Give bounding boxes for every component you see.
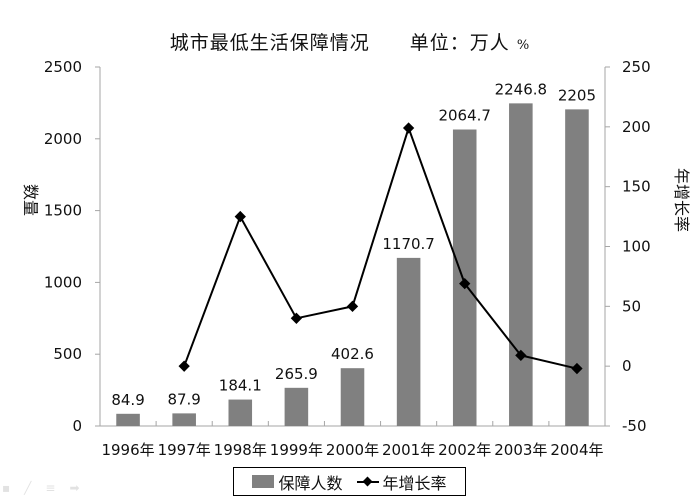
left-tick-label: 0 [72,417,82,435]
diamond-marker-icon [571,362,583,375]
bar-data-label: 1170.7 [382,235,435,253]
bar [228,399,253,426]
left-tick-label: 2500 [44,58,82,76]
bar [172,413,196,426]
x-axis-label: 1996年 [101,441,154,459]
faded-toolbar: ▪ ╱ ≡ ➡ [2,481,80,495]
bar-data-label: 2205 [558,86,596,104]
diamond-marker-icon [234,210,246,223]
bar [396,257,421,426]
bar-data-label: 184.1 [219,377,262,395]
bar-data-label: 2064.7 [438,107,491,125]
diamond-line-icon [356,475,379,488]
faded-pen-icon: ╱ [24,481,32,495]
x-axis-label: 2001年 [382,441,435,459]
x-axis-label: 2000年 [326,441,379,459]
legend-item-line: 年增长率 [356,470,447,494]
bar-swatch-icon [252,475,275,488]
left-tick-label: 500 [53,345,82,363]
left-tick-label: 1500 [44,202,82,220]
bar-data-label: 84.9 [111,391,144,409]
diamond-marker-icon [178,360,190,372]
bar [565,109,589,426]
right-tick-label: 150 [622,178,651,196]
chart-title-unit: 单位：万人 [409,32,510,54]
left-axis-title: 数量 [21,184,40,216]
faded-menu-icon: ≡ [45,481,56,495]
left-tick-label: 2000 [44,130,82,148]
diamond-marker-icon [459,277,471,290]
diamond-marker-icon [346,300,359,312]
x-axis-label: 2003年 [494,441,547,459]
bar [116,413,140,426]
bar [452,129,477,426]
chart-title-main: 城市最低生活保障情况 [169,32,370,54]
right-tick-label: -50 [622,417,647,435]
legend-line-label: 年增长率 [382,473,447,493]
right-tick-label: 0 [622,357,632,375]
growth-rate-line [183,124,578,370]
chart-title: 城市最低生活保障情况 单位：万人 % [0,28,700,55]
right-tick-label: 100 [622,238,651,256]
bar-data-label: 87.9 [167,390,200,408]
bar [284,387,309,426]
bar-data-label: 2246.8 [495,80,548,98]
right-tick-label: 200 [622,118,651,136]
faded-arrow-icon: ➡ [69,481,80,495]
bar [509,103,533,426]
bar-data-label: 402.6 [331,345,374,363]
chart-title-pct: % [516,38,531,53]
x-axis-label: 1999年 [270,441,323,459]
bar-data-label: 265.9 [275,365,318,383]
faded-square-icon: ▪ [2,481,11,495]
legend-item-bar: 保障人数 [252,470,343,494]
left-tick-label: 1000 [44,273,82,291]
diamond-marker-icon [515,349,527,362]
legend: 保障人数 年增长率 [233,467,466,496]
right-axis-title: 年增长率 [672,168,691,232]
bar [340,368,365,426]
right-tick-label: 250 [622,58,651,76]
diamond-marker-icon [402,122,415,134]
x-axis-label: 2004年 [550,441,603,459]
legend-bar-label: 保障人数 [278,473,343,493]
x-axis-label: 1997年 [158,441,211,459]
diamond-marker-icon [290,312,303,324]
x-axis-label: 1998年 [214,441,267,459]
right-tick-label: 50 [622,297,641,315]
x-axis-label: 2002年 [438,441,491,459]
